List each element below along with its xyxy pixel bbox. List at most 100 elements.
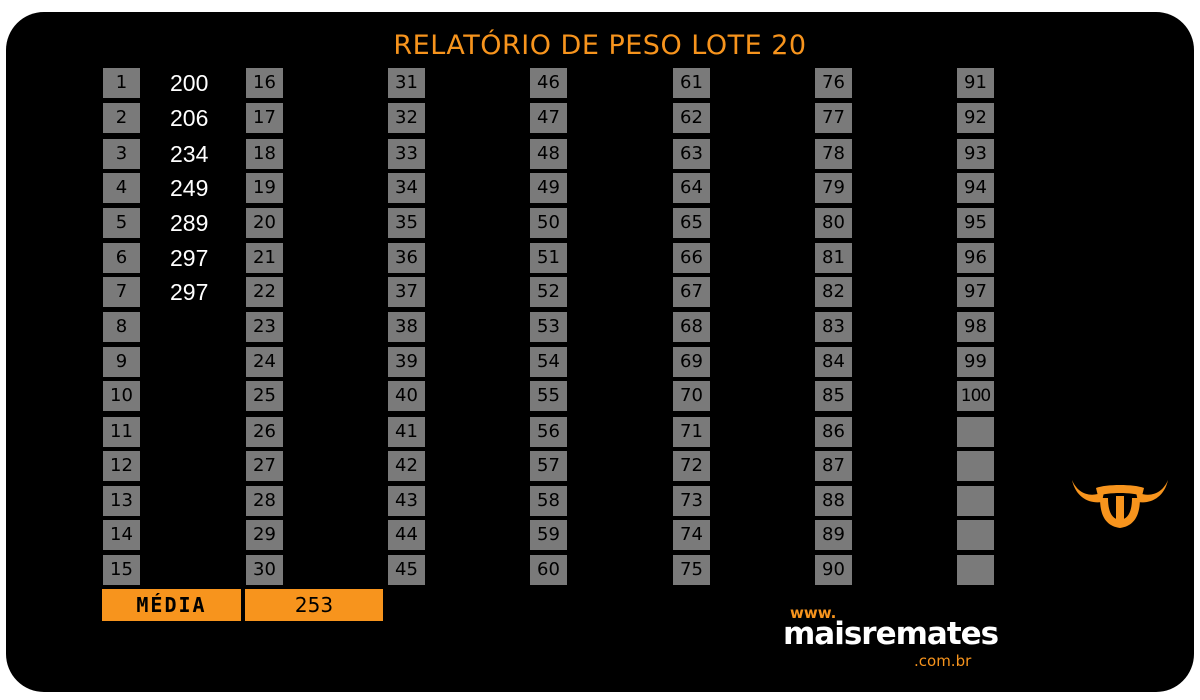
cell-number: 6 [103, 243, 140, 273]
cell-number: 8 [103, 312, 140, 342]
cell-number: 34 [388, 173, 425, 203]
cell-number: 78 [815, 139, 852, 169]
media-value: 253 [245, 589, 383, 621]
cell-number: 36 [388, 243, 425, 273]
cell-number: 91 [957, 68, 994, 98]
cell-number: 82 [815, 277, 852, 307]
cell-number: 35 [388, 208, 425, 238]
weight-value: 297 [170, 245, 209, 271]
cell-number: 55 [530, 381, 567, 411]
cell-number: 52 [530, 277, 567, 307]
cell-number: 79 [815, 173, 852, 203]
cell-number: 87 [815, 451, 852, 481]
cell-number: 17 [246, 103, 283, 133]
cell-number: 83 [815, 312, 852, 342]
cell-number: 11 [103, 417, 140, 447]
cell-number: 98 [957, 312, 994, 342]
cell-number: 15 [103, 555, 140, 585]
cell-number: 26 [246, 417, 283, 447]
cell-number: 97 [957, 277, 994, 307]
cell-number: 100 [957, 381, 994, 411]
cell-number: 30 [246, 555, 283, 585]
cell-number: 24 [246, 347, 283, 377]
cell-number [957, 486, 994, 516]
cell-number: 69 [673, 347, 710, 377]
cell-number [957, 417, 994, 447]
cell-number: 74 [673, 520, 710, 550]
cell-number: 40 [388, 381, 425, 411]
cell-number: 46 [530, 68, 567, 98]
cell-number: 39 [388, 347, 425, 377]
cell-number: 1 [103, 68, 140, 98]
cell-number: 18 [246, 139, 283, 169]
weight-value: 249 [170, 175, 209, 201]
cell-number: 59 [530, 520, 567, 550]
cell-number: 94 [957, 173, 994, 203]
cell-number: 89 [815, 520, 852, 550]
report-title: RELATÓRIO DE PESO LOTE 20 [393, 30, 807, 61]
cell-number: 13 [103, 486, 140, 516]
cell-number: 45 [388, 555, 425, 585]
cell-number: 65 [673, 208, 710, 238]
cell-number: 4 [103, 173, 140, 203]
cell-number: 16 [246, 68, 283, 98]
cell-number: 14 [103, 520, 140, 550]
cell-number: 96 [957, 243, 994, 273]
cell-number: 64 [673, 173, 710, 203]
cell-number: 95 [957, 208, 994, 238]
weight-value: 200 [170, 70, 209, 96]
cell-number: 77 [815, 103, 852, 133]
cell-number: 85 [815, 381, 852, 411]
cell-number: 60 [530, 555, 567, 585]
weight-value: 206 [170, 105, 209, 131]
cell-number: 57 [530, 451, 567, 481]
cell-number: 58 [530, 486, 567, 516]
cell-number [957, 520, 994, 550]
cell-number: 33 [388, 139, 425, 169]
cell-number: 92 [957, 103, 994, 133]
report-card [6, 12, 1194, 692]
cell-number: 63 [673, 139, 710, 169]
cell-number: 25 [246, 381, 283, 411]
cell-number: 43 [388, 486, 425, 516]
cell-number: 41 [388, 417, 425, 447]
cell-number: 31 [388, 68, 425, 98]
cell-number: 28 [246, 486, 283, 516]
cell-number: 23 [246, 312, 283, 342]
cell-number: 61 [673, 68, 710, 98]
cell-number [957, 555, 994, 585]
cell-number: 76 [815, 68, 852, 98]
cell-number: 54 [530, 347, 567, 377]
cell-number: 56 [530, 417, 567, 447]
cell-number: 90 [815, 555, 852, 585]
cell-number: 72 [673, 451, 710, 481]
cell-number: 88 [815, 486, 852, 516]
cell-number: 32 [388, 103, 425, 133]
cell-number: 44 [388, 520, 425, 550]
cell-number: 99 [957, 347, 994, 377]
cell-number: 62 [673, 103, 710, 133]
cell-number: 48 [530, 139, 567, 169]
cell-number: 49 [530, 173, 567, 203]
cell-number: 42 [388, 451, 425, 481]
weight-value: 234 [170, 141, 209, 167]
weight-value: 297 [170, 279, 209, 305]
weight-value: 289 [170, 210, 209, 236]
cell-number: 2 [103, 103, 140, 133]
cell-number: 20 [246, 208, 283, 238]
cell-number: 37 [388, 277, 425, 307]
cell-number: 84 [815, 347, 852, 377]
cell-number: 50 [530, 208, 567, 238]
cell-number: 75 [673, 555, 710, 585]
cell-number: 68 [673, 312, 710, 342]
cell-number: 81 [815, 243, 852, 273]
cell-number: 71 [673, 417, 710, 447]
cell-number: 12 [103, 451, 140, 481]
cell-number: 93 [957, 139, 994, 169]
cell-number: 51 [530, 243, 567, 273]
cell-number: 29 [246, 520, 283, 550]
cell-number: 70 [673, 381, 710, 411]
cell-number: 38 [388, 312, 425, 342]
cell-number: 22 [246, 277, 283, 307]
cell-number: 53 [530, 312, 567, 342]
